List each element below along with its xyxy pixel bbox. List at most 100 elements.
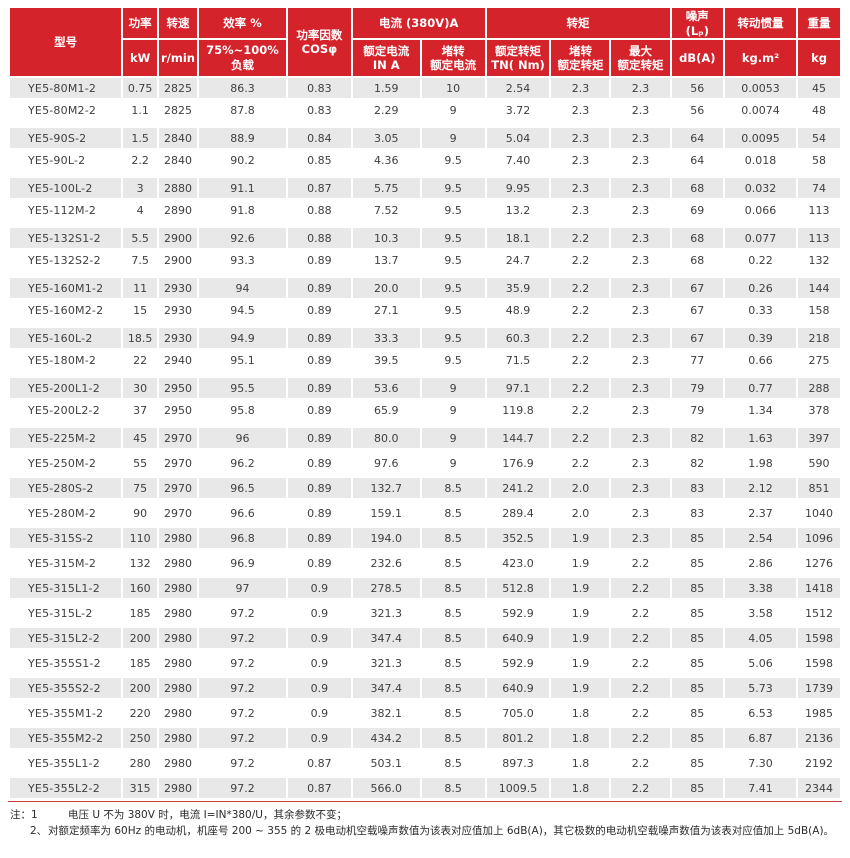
value-cell: 2.3 [611,228,670,248]
model-cell: YE5-355M1-2 [10,703,122,723]
value-cell: 1.8 [551,778,610,798]
model-cell: YE5-200L2-2 [10,400,122,420]
value-cell: 9.5 [421,200,485,220]
table-header: 型号 功率 转速 效率 % 功率因数 COSφ 电流 (380V)A 转矩 噪声… [10,8,840,76]
value-cell: 2.2 [611,778,670,798]
value-cell: 82 [671,428,724,448]
value-cell: 5.75 [352,178,420,198]
row-gap-spacer [10,550,840,551]
value-cell: 5.04 [486,128,550,148]
value-cell: 2930 [159,278,197,298]
value-cell: 2980 [159,753,197,773]
value-cell: 321.3 [352,603,420,623]
spec-sheet-page: 型号 功率 转速 效率 % 功率因数 COSφ 电流 (380V)A 转矩 噪声… [8,6,842,838]
value-cell: 2890 [159,200,197,220]
model-cell: YE5-355S1-2 [10,653,122,673]
value-cell: 0.39 [725,328,797,348]
value-cell: 6.53 [725,703,797,723]
table-row: YE5-160M1-2 11 2930 94 0.89 20.0 9.5 35.9 2.2 2.3… [10,278,840,298]
value-cell: 65.9 [352,400,420,420]
col-header-rated-torque: 额定转矩 TN( Nm) [486,40,550,76]
value-cell: 2.3 [611,428,670,448]
value-cell: 97.2 [198,728,286,748]
value-cell: 0.89 [287,400,351,420]
value-cell: 2.12 [725,478,797,498]
model-cell: YE5-315L2-2 [10,628,122,648]
value-cell: 2.2 [551,328,610,348]
value-cell: 4.36 [352,150,420,170]
value-cell: 20.0 [352,278,420,298]
value-cell: 94.9 [198,328,286,348]
value-cell: 1276 [798,553,840,573]
value-cell: 2.3 [611,178,670,198]
value-cell: 2970 [159,453,197,473]
table-row: YE5-315S-2 110 2980 96.8 0.89 194.0 8.5 352.5 1.… [10,528,840,548]
footnote-2-text: 对额定频率为 60Hz 的电动机，机座号 200 ~ 355 的 2 极电动机空… [48,825,835,838]
value-cell: 160 [123,578,158,598]
col-unit-efficiency: 75%~100% 负载 [198,40,286,76]
row-gap-spacer [10,372,840,376]
value-cell: 83 [671,478,724,498]
value-cell: 705.0 [486,703,550,723]
table-row: YE5-112M-2 4 2890 91.8 0.88 7.52 9.5 13.2 2.3 2.3… [10,200,840,220]
value-cell: 39.5 [352,350,420,370]
value-cell: 0.89 [287,250,351,270]
value-cell: 0.89 [287,503,351,523]
value-cell: 2.3 [611,200,670,220]
value-cell: 58 [798,150,840,170]
value-cell: 0.83 [287,100,351,120]
value-cell: 96 [198,428,286,448]
value-cell: 0.066 [725,200,797,220]
value-cell: 0.77 [725,378,797,398]
value-cell: 2.3 [551,178,610,198]
motor-spec-table: 型号 功率 转速 效率 % 功率因数 COSφ 电流 (380V)A 转矩 噪声… [8,6,842,800]
value-cell: 2.2 [551,378,610,398]
value-cell: 9 [421,378,485,398]
table-row: YE5-225M-2 45 2970 96 0.89 80.0 9 144.7 2.2 2.3 82… [10,428,840,448]
value-cell: 218 [798,328,840,348]
value-cell: 8.5 [421,603,485,623]
value-cell: 280 [123,753,158,773]
value-cell: 96.2 [198,453,286,473]
value-cell: 3.72 [486,100,550,120]
table-row: YE5-160L-2 18.5 2930 94.9 0.89 33.3 9.5 60.3 2.2… [10,328,840,348]
value-cell: 96.8 [198,528,286,548]
value-cell: 0.89 [287,350,351,370]
value-cell: 1.8 [551,753,610,773]
value-cell: 22 [123,350,158,370]
table-row: YE5-180M-2 22 2940 95.1 0.89 39.5 9.5 71.5 2.2 2.… [10,350,840,370]
table-row: YE5-355M1-2 220 2980 97.2 0.9 382.1 8.5 705.0 1.… [10,703,840,723]
value-cell: 321.3 [352,653,420,673]
col-header-power-factor: 功率因数 COSφ [287,8,351,76]
value-cell: 0.33 [725,300,797,320]
value-cell: 0.9 [287,603,351,623]
value-cell: 1.5 [123,128,158,148]
value-cell: 275 [798,350,840,370]
value-cell: 2.2 [611,653,670,673]
table-row: YE5-200L2-2 37 2950 95.8 0.89 65.9 9 119.8 2.2 2.… [10,400,840,420]
value-cell: 241.2 [486,478,550,498]
value-cell: 159.1 [352,503,420,523]
value-cell: 119.8 [486,400,550,420]
value-cell: 1040 [798,503,840,523]
table-row: YE5-355M2-2 250 2980 97.2 0.9 434.2 8.5 801.2 1.… [10,728,840,748]
value-cell: 2900 [159,228,197,248]
value-cell: 97 [198,578,286,598]
value-cell: 503.1 [352,753,420,773]
table-row: YE5-80M2-2 1.1 2825 87.8 0.83 2.29 9 3.72 2.3 2.3… [10,100,840,120]
value-cell: 85 [671,653,724,673]
col-unit-noise: dB(A) [671,40,724,76]
value-cell: 2.3 [611,378,670,398]
value-cell: 8.5 [421,678,485,698]
table-row: YE5-355S1-2 185 2980 97.2 0.9 321.3 8.5 592.9 1.… [10,653,840,673]
footnote-1-label: 注：1 [10,809,38,821]
value-cell: 18.5 [123,328,158,348]
value-cell: 0.9 [287,628,351,648]
value-cell: 75 [123,478,158,498]
value-cell: 0.75 [123,78,158,98]
value-cell: 278.5 [352,578,420,598]
value-cell: 0.032 [725,178,797,198]
value-cell: 74 [798,178,840,198]
col-header-efficiency: 效率 % [198,8,286,38]
value-cell: 95.1 [198,350,286,370]
